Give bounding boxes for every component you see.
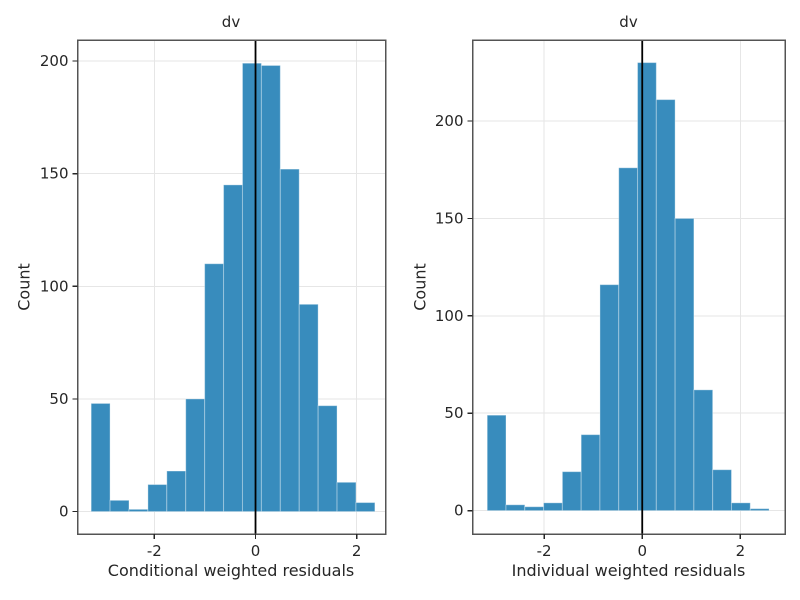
x-tick-label: -2: [537, 542, 552, 560]
y-tick-label: 150: [40, 165, 69, 183]
right-chart-ylabel: Count: [410, 263, 430, 311]
histogram-bar: [90, 402, 111, 513]
histogram-bar: [524, 506, 545, 512]
histogram-bar: [674, 217, 695, 512]
y-tick-label: 100: [40, 277, 69, 295]
right-chart-title: dv: [619, 13, 638, 31]
histogram-bar: [637, 62, 657, 512]
histogram-bar: [279, 168, 300, 513]
histogram-bar: [712, 469, 732, 512]
histogram-bar: [336, 481, 357, 513]
histogram-bar: [486, 414, 507, 512]
left-chart-xlabel: Conditional weighted residuals: [107, 561, 355, 580]
histogram-bar: [618, 167, 639, 512]
x-tick-label: -2: [147, 542, 162, 560]
histogram-bar: [749, 508, 770, 512]
histogram-bar: [599, 284, 620, 512]
x-tick-label: 0: [251, 542, 261, 560]
left-histogram: -2 0 2 0 50 100 150 200: [40, 39, 387, 560]
y-tick-label: 50: [49, 390, 68, 408]
left-chart-ylabel: Count: [14, 263, 34, 311]
y-tick-label: 0: [59, 503, 69, 521]
histogram-bar: [355, 502, 376, 513]
histogram-bar: [260, 64, 281, 513]
histogram-bar: [109, 499, 130, 513]
histogram-bar: [317, 405, 338, 513]
histogram-bar: [223, 184, 243, 513]
histogram-bar: [147, 484, 168, 513]
histogram-bar: [185, 398, 206, 513]
x-tick-label: 2: [352, 542, 362, 560]
histogram-bar: [128, 508, 149, 513]
y-tick-label: 100: [435, 307, 464, 325]
x-tick-label: 2: [736, 542, 746, 560]
x-tick-label: 0: [637, 542, 647, 560]
y-tick-label: 0: [454, 502, 464, 520]
y-tick-label: 50: [444, 404, 463, 422]
axes-spine: [76, 39, 387, 535]
axes-spine: [471, 39, 786, 535]
y-tick-label: 150: [435, 209, 464, 227]
histogram-bar: [298, 303, 319, 513]
y-tick-label: 200: [40, 52, 69, 70]
y-tick-label: 200: [435, 112, 464, 130]
histogram-bar: [580, 434, 601, 512]
histogram-bar: [166, 470, 187, 513]
histogram-bar: [505, 504, 526, 512]
right-histogram: -2 0 2 0 50 100 150 200: [435, 39, 786, 560]
histogram-bar: [730, 502, 751, 512]
histogram-bar: [241, 62, 262, 513]
histogram-bar: [693, 389, 714, 512]
histogram-bar: [204, 263, 225, 513]
histogram-bar: [655, 99, 676, 512]
right-chart-xlabel: Individual weighted residuals: [511, 561, 746, 580]
histogram-bar: [543, 502, 563, 512]
histogram-bar: [561, 471, 582, 512]
left-chart-title: dv: [221, 13, 241, 31]
